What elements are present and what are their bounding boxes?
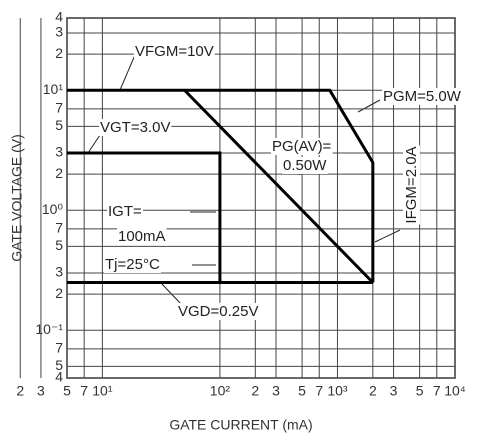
x-tick-label: 5 [416, 383, 424, 399]
y-tick-label: 7 [55, 340, 63, 356]
characteristic-line [183, 89, 374, 284]
x-tick-label: 2 [369, 383, 377, 399]
plot-frame [66, 17, 456, 379]
y-tick-label: 10¹ [43, 81, 64, 97]
y-tick-label: 7 [55, 100, 63, 116]
y-tick-label: 5 [55, 357, 63, 373]
x-axis-label: GATE CURRENT (mA) [169, 417, 312, 433]
x-tick-label: 2 [16, 383, 24, 399]
y-tick-label: 7 [55, 220, 63, 236]
characteristic-line [67, 151, 222, 283]
annotation-bg [271, 137, 333, 155]
x-tick-label: 10⁴ [444, 383, 466, 399]
annotation: 0.50W [283, 157, 327, 174]
annotation-bg [382, 87, 463, 105]
annotation: IGT= [108, 203, 142, 220]
y-tick-label: 5 [55, 117, 63, 133]
y-tick-label: 5 [55, 237, 63, 253]
x-tick-label: 3 [37, 383, 45, 399]
x-tick-label: 3 [272, 383, 280, 399]
x-tick-label: 5 [63, 383, 71, 399]
annotation-bg [177, 302, 260, 320]
y-tick-label: 2 [55, 285, 63, 301]
x-tick-label: 7 [433, 383, 441, 399]
annotation: Tj=25°C [105, 256, 160, 273]
annotation: 100mA [118, 228, 166, 245]
annotation: IFGM=2.0A [403, 146, 420, 223]
x-tick-label: 7 [80, 383, 88, 399]
annotation-bg [104, 255, 161, 273]
annotation-bg [282, 156, 329, 174]
y-tick-label: 2 [55, 45, 63, 61]
annotation: VGT=3.0V [100, 119, 170, 136]
x-tick-label: 3 [390, 383, 398, 399]
annotation-bg [134, 42, 215, 60]
x-tick-label: 10² [210, 383, 231, 399]
annotation-bg [107, 202, 143, 220]
x-tick-label: 10³ [327, 383, 348, 399]
y-tick-label: 10⁰ [42, 201, 64, 217]
y-tick-label: 3 [55, 144, 63, 160]
y-tick-label: 3 [55, 24, 63, 40]
y-tick-label: 3 [55, 264, 63, 280]
annotation-bg [402, 145, 420, 225]
x-tick-label: 7 [315, 383, 323, 399]
y-tick-label: 4 [55, 369, 63, 385]
annotation-bg [117, 227, 167, 245]
annotation: PG(AV)= [272, 138, 332, 155]
y-tick-label: 2 [55, 165, 63, 181]
annotation: PGM=5.0W [383, 88, 462, 105]
x-tick-label: 10¹ [92, 383, 113, 399]
y-tick-label: 4 [55, 9, 63, 25]
y-tick-label: 10⁻¹ [35, 321, 63, 337]
annotation: VFGM=10V [135, 43, 214, 60]
annotation: VGD=0.25V [178, 303, 258, 320]
characteristic-line [67, 88, 375, 283]
annotation-bg [99, 118, 172, 136]
x-tick-label: 2 [251, 383, 259, 399]
x-tick-label: 5 [298, 383, 306, 399]
y-axis-label: GATE VOLTAGE (V) [9, 134, 25, 262]
